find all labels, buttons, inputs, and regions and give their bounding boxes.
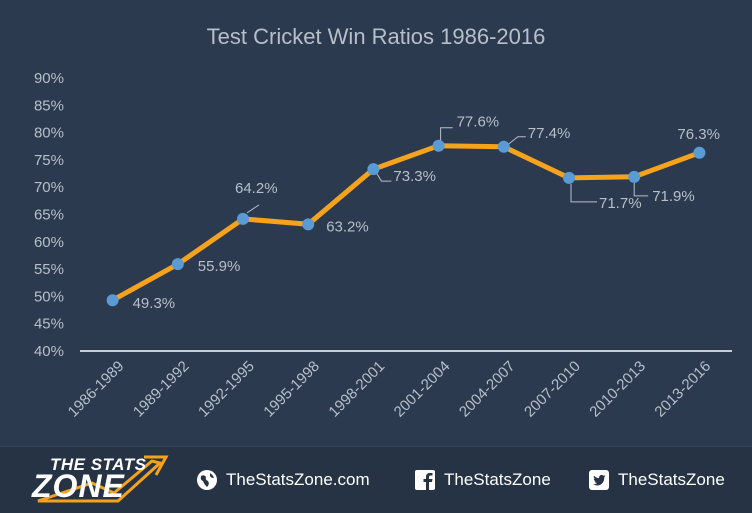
- data-label: 77.4%: [528, 125, 571, 142]
- chart: Test Cricket Win Ratios 1986-2016 40% 45%…: [34, 24, 732, 421]
- data-point: [563, 171, 575, 184]
- y-tick-label: 55%: [34, 261, 64, 278]
- x-tick-label: 2010-2013: [586, 358, 649, 421]
- twitter-text: TheStatsZone: [618, 470, 725, 489]
- data-point: [106, 294, 119, 307]
- label-leader-lines: [246, 127, 649, 214]
- line-chart: Test Cricket Win Ratios 1986-2016 40% 45%…: [34, 24, 732, 421]
- data-point: [302, 218, 315, 231]
- y-axis-ticks: 40% 45% 50% 55% 60% 65% 70% 75% 80% 85% 90%: [34, 70, 64, 360]
- x-axis-ticks: 1986-1989 1989-1992 1992-1995 1995-1998 1998…: [65, 358, 715, 421]
- label-leader-line: [440, 127, 453, 142]
- data-label: 49.3%: [133, 295, 176, 312]
- data-label: 71.7%: [599, 195, 642, 212]
- y-tick-label: 45%: [34, 316, 64, 333]
- data-point: [432, 139, 445, 152]
- y-tick-label: 85%: [34, 97, 64, 114]
- y-tick-label: 40%: [34, 343, 64, 360]
- series-line: [111, 143, 701, 303]
- data-point: [693, 146, 706, 159]
- x-tick-label: 1986-1989: [65, 358, 128, 421]
- x-tick-label: 2001-2004: [391, 358, 454, 421]
- data-point: [237, 212, 249, 225]
- y-tick-label: 75%: [34, 152, 64, 169]
- data-markers: [106, 139, 706, 307]
- label-leader-line: [570, 183, 597, 203]
- data-label: 76.3%: [677, 126, 720, 143]
- globe-icon: [196, 469, 218, 491]
- facebook-icon: [414, 469, 436, 491]
- x-tick-label: 2004-2007: [456, 358, 519, 421]
- data-point: [367, 163, 380, 176]
- website-link[interactable]: TheStatsZone.com: [196, 467, 370, 493]
- data-point: [171, 258, 184, 271]
- x-tick-label: 2007-2010: [521, 358, 584, 421]
- y-tick-label: 65%: [34, 207, 64, 224]
- logo-text-bottom: ZONE: [32, 468, 125, 504]
- chart-title: Test Cricket Win Ratios 1986-2016: [207, 24, 546, 49]
- data-point: [628, 170, 641, 183]
- label-leader-line: [633, 182, 649, 197]
- footer-bar: THE STATS ZONE TheStatsZone.com TheStats…: [0, 446, 752, 513]
- x-tick-label: 2013-2016: [651, 358, 714, 421]
- data-label: 64.2%: [235, 180, 278, 197]
- y-tick-label: 80%: [34, 125, 64, 142]
- data-label: 73.3%: [393, 168, 436, 185]
- facebook-text: TheStatsZone: [444, 470, 551, 489]
- x-tick-label: 1992-1995: [195, 358, 258, 421]
- y-tick-label: 60%: [34, 234, 64, 251]
- logo-text-top: THE STATS: [50, 455, 147, 474]
- label-leader-line: [374, 170, 392, 182]
- label-leader-line: [246, 204, 260, 214]
- data-point: [497, 140, 510, 153]
- data-labels: 49.3% 55.9% 64.2% 63.2% 73.3% 77.6% 77.4% 71.7%…: [133, 114, 720, 313]
- twitter-link[interactable]: TheStatsZone: [588, 467, 725, 493]
- stats-zone-logo: THE STATS ZONE: [32, 453, 182, 507]
- y-tick-label: 70%: [34, 179, 64, 196]
- twitter-icon: [588, 469, 610, 491]
- logo-swoosh-icon: [37, 455, 169, 503]
- x-tick-label: 1998-2001: [325, 358, 388, 421]
- y-tick-label: 50%: [34, 288, 64, 305]
- website-text: TheStatsZone.com: [226, 470, 370, 489]
- data-label: 55.9%: [198, 258, 241, 275]
- data-label: 77.6%: [457, 114, 500, 131]
- y-tick-label: 90%: [34, 70, 64, 87]
- data-label: 71.9%: [652, 188, 695, 205]
- data-label: 63.2%: [326, 218, 369, 235]
- x-tick-label: 1995-1998: [260, 358, 323, 421]
- facebook-link[interactable]: TheStatsZone: [414, 467, 551, 493]
- x-tick-label: 1989-1992: [130, 358, 193, 421]
- label-leader-line: [507, 136, 526, 146]
